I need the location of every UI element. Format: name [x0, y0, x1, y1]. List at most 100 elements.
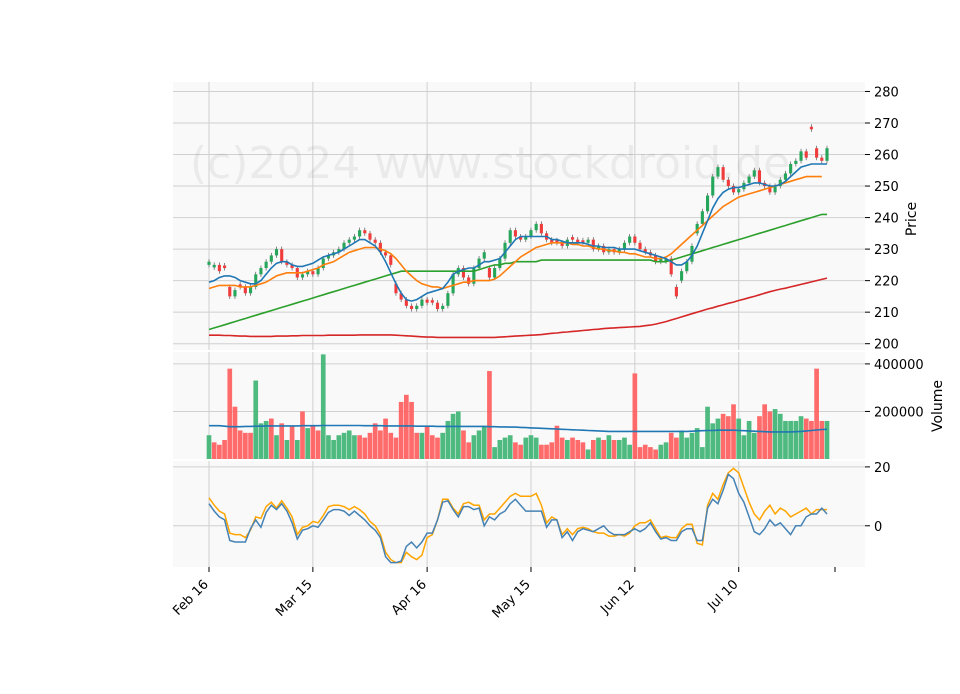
candle-body	[519, 236, 523, 240]
volume-bar	[300, 411, 305, 459]
volume-bar	[222, 439, 227, 459]
candle-body	[825, 148, 829, 161]
candle-body	[415, 305, 419, 310]
volume-bar	[315, 430, 321, 459]
volume-bar	[367, 432, 373, 459]
volume-bar	[751, 432, 757, 459]
candle-body	[783, 173, 788, 180]
candle-body	[274, 249, 279, 256]
volume-bar	[814, 368, 819, 459]
price-tick-label: 270	[874, 117, 899, 132]
oscillator-slow-line	[208, 467, 827, 564]
candle-body	[347, 239, 351, 243]
volume-bar	[289, 425, 295, 459]
volume-bar	[476, 430, 482, 459]
candle-body	[513, 230, 517, 237]
volume-bar	[689, 432, 695, 459]
volume-bar	[622, 437, 627, 459]
candle-body	[586, 239, 590, 243]
candle-body	[316, 268, 320, 275]
volume-bar	[715, 418, 721, 459]
candle-body	[622, 242, 627, 250]
candle-body	[254, 274, 258, 287]
volume-bar	[346, 430, 352, 459]
candle-body	[705, 195, 710, 212]
volume-bar	[393, 437, 399, 459]
oscillator-tick-label: 20	[874, 461, 891, 476]
volume-bar	[554, 425, 560, 459]
candle-body	[472, 268, 476, 284]
candle-body	[306, 271, 310, 275]
candle-body	[389, 255, 393, 265]
volume-bar	[533, 437, 539, 459]
candle-body	[638, 242, 642, 250]
candle-body	[352, 236, 356, 240]
x-tick-label: Jun 12	[597, 577, 637, 617]
candle-body	[373, 239, 377, 243]
volume-bar	[466, 442, 472, 459]
volume-bar	[206, 435, 212, 459]
volume-bar	[710, 423, 716, 459]
candle-body	[311, 271, 315, 275]
volume-bar	[414, 432, 420, 459]
price-tick-label: 230	[874, 243, 899, 258]
candle-body	[591, 239, 595, 250]
candle-body	[394, 283, 398, 294]
price-tick-label: 210	[874, 306, 899, 321]
candle-body	[498, 258, 502, 269]
candle-body	[363, 230, 367, 234]
candle-body	[524, 236, 528, 240]
volume-bar	[243, 432, 248, 459]
volume-bar	[731, 404, 736, 459]
candle-body	[804, 151, 808, 158]
candle-body	[467, 277, 471, 284]
candle-body	[820, 157, 824, 161]
candle-body	[420, 299, 424, 306]
price-tick-label: 240	[874, 212, 899, 227]
volume-bar	[237, 430, 243, 459]
volume-bar	[455, 411, 461, 459]
price-axis-label: Price	[904, 202, 920, 236]
candle-body	[581, 240, 585, 243]
candle-body	[700, 211, 704, 224]
candle-body	[425, 299, 429, 303]
candle-body	[342, 242, 346, 250]
volume-bar	[279, 423, 285, 459]
candle-body	[757, 170, 762, 183]
volume-axis-label: Volume	[930, 380, 946, 432]
candle-body	[358, 230, 362, 237]
candle-body	[248, 286, 253, 294]
volume-bar	[777, 413, 783, 459]
candle-body	[264, 261, 268, 269]
volume-bar	[336, 435, 342, 459]
volume-bar	[632, 373, 638, 459]
volume-average-line	[209, 424, 828, 433]
volume-bar	[383, 418, 388, 459]
volume-bar	[736, 418, 742, 459]
candle-body	[529, 230, 533, 237]
volume-bar	[788, 420, 793, 459]
volume-bar	[268, 418, 274, 459]
volume-bar	[694, 428, 700, 459]
volume-bar	[424, 425, 430, 459]
candle-body	[752, 170, 756, 177]
volume-bar	[450, 413, 456, 459]
candle-body	[555, 240, 559, 243]
volume-tick-label: 200000	[874, 405, 924, 420]
volume-bar	[564, 439, 570, 459]
volume-bar	[211, 442, 217, 459]
volume-bar	[528, 435, 534, 459]
volume-bar	[575, 439, 581, 459]
volume-bar	[388, 432, 394, 459]
volume-bar	[590, 439, 596, 459]
volume-bar	[274, 435, 279, 459]
candle-body	[534, 223, 538, 231]
candle-body	[378, 242, 382, 253]
candle-body	[815, 148, 819, 158]
oscillator-lines	[208, 467, 828, 564]
volume-bar	[679, 430, 684, 459]
candle-body	[633, 236, 637, 243]
candle-body	[539, 223, 543, 234]
volume-bar	[326, 435, 331, 459]
candle-body	[368, 233, 372, 240]
